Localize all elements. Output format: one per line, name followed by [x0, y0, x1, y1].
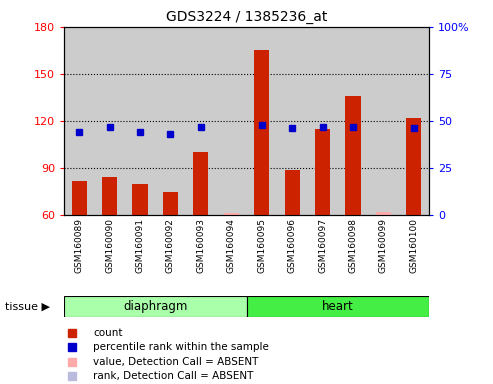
Text: value, Detection Call = ABSENT: value, Detection Call = ABSENT — [94, 357, 259, 367]
Bar — [406, 118, 422, 215]
Bar — [71, 180, 87, 215]
Bar — [224, 214, 239, 215]
Bar — [345, 96, 360, 215]
Bar — [193, 152, 209, 215]
Text: rank, Detection Call = ABSENT: rank, Detection Call = ABSENT — [94, 371, 254, 381]
Bar — [163, 192, 178, 215]
Text: heart: heart — [322, 300, 353, 313]
Title: GDS3224 / 1385236_at: GDS3224 / 1385236_at — [166, 10, 327, 25]
Bar — [284, 170, 300, 215]
Bar — [315, 129, 330, 215]
Bar — [376, 212, 391, 215]
Bar — [102, 177, 117, 215]
Text: count: count — [94, 328, 123, 338]
Bar — [254, 50, 269, 215]
Bar — [64, 296, 246, 317]
Text: diaphragm: diaphragm — [123, 300, 187, 313]
Bar — [133, 184, 148, 215]
Bar — [246, 296, 429, 317]
Text: percentile rank within the sample: percentile rank within the sample — [94, 342, 269, 353]
Text: tissue ▶: tissue ▶ — [5, 301, 50, 311]
